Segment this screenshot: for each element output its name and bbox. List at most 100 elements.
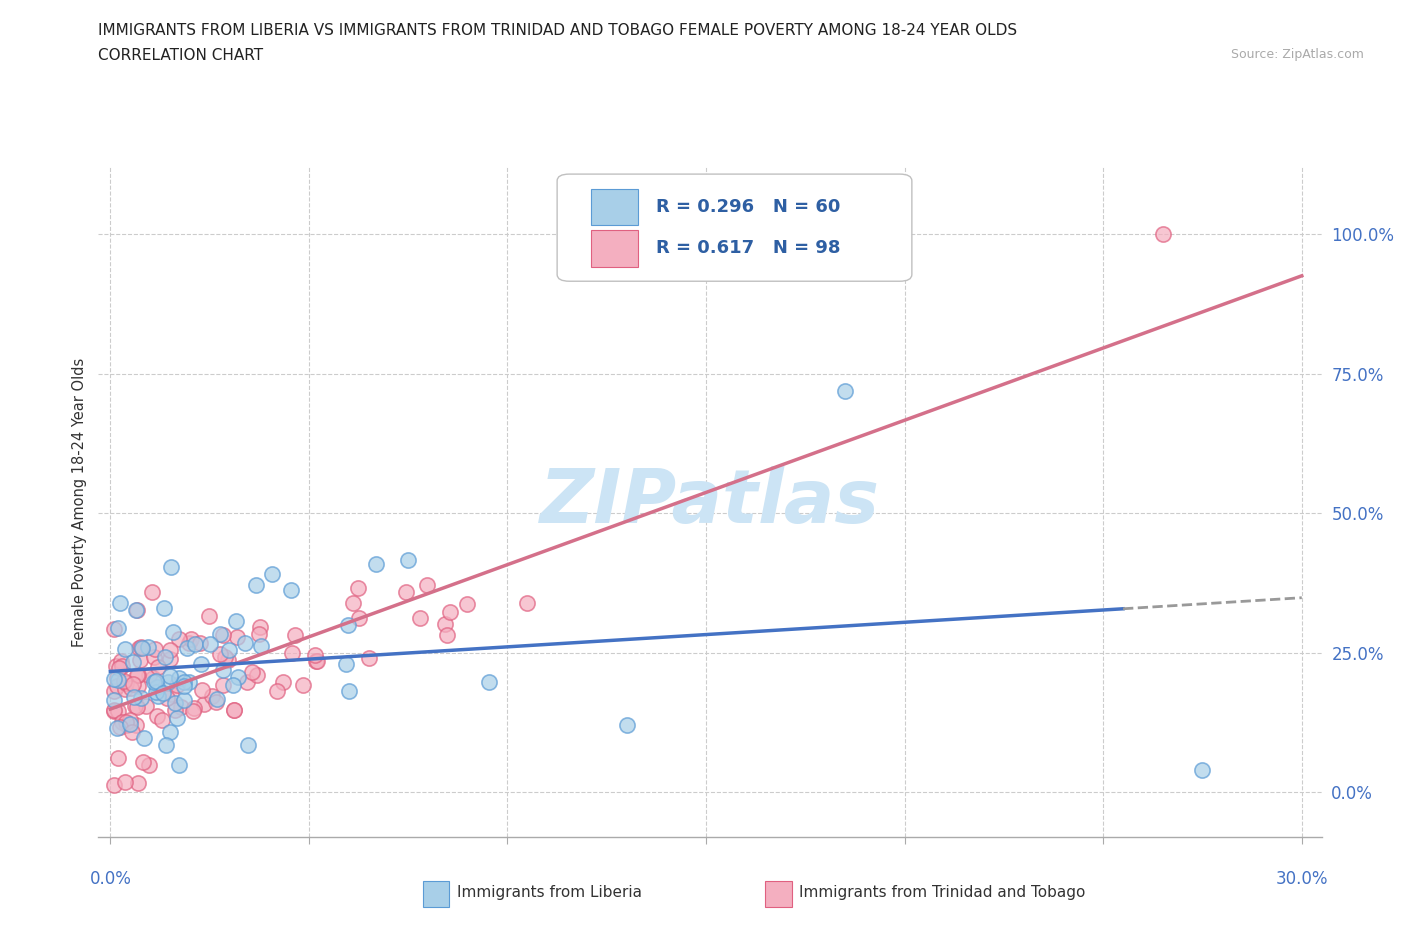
Point: [127, 776, 149, 790]
Point: [349, 610, 371, 625]
Point: [193, 697, 215, 711]
Point: [271, 674, 294, 689]
Point: [127, 700, 149, 715]
Point: [260, 566, 283, 581]
Point: [103, 671, 125, 686]
Point: [170, 699, 193, 714]
Point: [152, 601, 174, 616]
Point: [222, 702, 245, 717]
Point: [167, 758, 190, 773]
Point: [103, 704, 125, 719]
Point: [478, 675, 501, 690]
Point: [166, 677, 188, 692]
Point: [305, 653, 328, 668]
Point: [145, 685, 167, 700]
Point: [209, 646, 232, 661]
Text: Immigrants from Liberia: Immigrants from Liberia: [457, 885, 641, 900]
Point: [616, 718, 638, 733]
Point: [107, 704, 129, 719]
Point: [181, 704, 204, 719]
Point: [347, 581, 370, 596]
Point: [115, 675, 138, 690]
Point: [191, 683, 214, 698]
Point: [156, 674, 179, 689]
Point: [120, 717, 142, 732]
Point: [281, 645, 304, 660]
Point: [222, 678, 245, 693]
Point: [131, 691, 153, 706]
Point: [212, 628, 235, 643]
Point: [245, 578, 267, 592]
Point: [128, 679, 150, 694]
Point: [163, 696, 186, 711]
Point: [357, 651, 380, 666]
Point: [200, 637, 222, 652]
Point: [280, 582, 302, 597]
Point: [160, 686, 183, 701]
Point: [166, 711, 188, 725]
Point: [105, 679, 128, 694]
Point: [128, 653, 150, 668]
Text: CORRELATION CHART: CORRELATION CHART: [98, 48, 263, 63]
Point: [103, 777, 125, 792]
Point: [156, 691, 179, 706]
Point: [226, 630, 249, 644]
Point: [122, 689, 145, 704]
Point: [225, 613, 247, 628]
Point: [179, 635, 201, 650]
Point: [114, 642, 136, 657]
Point: [115, 717, 138, 732]
Point: [145, 680, 167, 695]
Point: [266, 684, 288, 698]
Point: [165, 702, 187, 717]
Point: [152, 685, 174, 700]
Point: [131, 754, 153, 769]
Point: [118, 713, 141, 728]
Point: [107, 751, 129, 765]
Point: [121, 676, 143, 691]
Point: [103, 703, 125, 718]
Point: [112, 674, 135, 689]
Point: [114, 775, 136, 790]
Point: [122, 655, 145, 670]
Point: [103, 622, 125, 637]
Point: [103, 684, 125, 698]
Point: [142, 671, 165, 685]
Point: [143, 650, 166, 665]
Point: [114, 682, 136, 697]
Point: [128, 640, 150, 655]
Point: [173, 693, 195, 708]
Point: [142, 674, 165, 689]
Point: [233, 635, 256, 650]
Point: [105, 671, 128, 685]
Point: [436, 627, 458, 642]
Point: [218, 642, 240, 657]
FancyBboxPatch shape: [423, 881, 450, 908]
Point: [834, 383, 856, 398]
Point: [145, 642, 167, 657]
Point: [179, 674, 201, 689]
Point: [249, 619, 271, 634]
Text: 0.0%: 0.0%: [90, 870, 131, 888]
Point: [127, 668, 149, 683]
FancyBboxPatch shape: [557, 174, 912, 281]
Point: [124, 698, 146, 713]
Point: [408, 611, 430, 626]
Point: [146, 688, 169, 703]
Point: [150, 713, 173, 728]
Point: [247, 627, 270, 642]
Point: [396, 552, 419, 567]
Point: [108, 660, 131, 675]
Point: [1191, 763, 1213, 777]
Point: [141, 585, 163, 600]
Point: [337, 684, 360, 698]
Point: [120, 681, 142, 696]
Point: [335, 657, 357, 671]
Point: [131, 641, 153, 656]
Point: [135, 698, 157, 713]
Point: [138, 668, 160, 683]
Text: R = 0.617   N = 98: R = 0.617 N = 98: [657, 239, 841, 258]
Point: [304, 648, 326, 663]
Point: [136, 640, 159, 655]
Point: [145, 673, 167, 688]
